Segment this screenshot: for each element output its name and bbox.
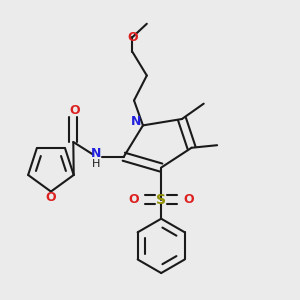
Text: S: S [156, 193, 166, 206]
Text: O: O [46, 191, 56, 204]
Text: O: O [128, 193, 139, 206]
Text: N: N [91, 147, 101, 160]
Text: O: O [70, 104, 80, 117]
Text: O: O [127, 31, 138, 44]
Text: N: N [131, 115, 141, 128]
Text: H: H [92, 159, 100, 169]
Text: O: O [183, 193, 194, 206]
